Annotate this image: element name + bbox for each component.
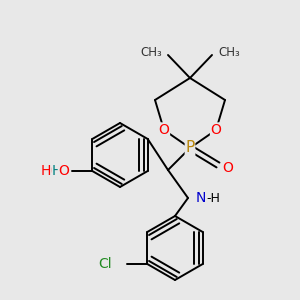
- Text: Cl: Cl: [99, 257, 112, 271]
- Text: O: O: [58, 164, 69, 178]
- Text: O: O: [223, 161, 233, 175]
- Text: CH₃: CH₃: [218, 46, 240, 59]
- Text: HO: HO: [41, 164, 62, 178]
- Text: CH₃: CH₃: [140, 46, 162, 59]
- Text: P: P: [185, 140, 195, 155]
- Text: -H: -H: [206, 191, 220, 205]
- Text: O: O: [211, 123, 221, 137]
- Text: H: H: [52, 164, 62, 178]
- Text: O: O: [159, 123, 170, 137]
- Text: N: N: [196, 191, 206, 205]
